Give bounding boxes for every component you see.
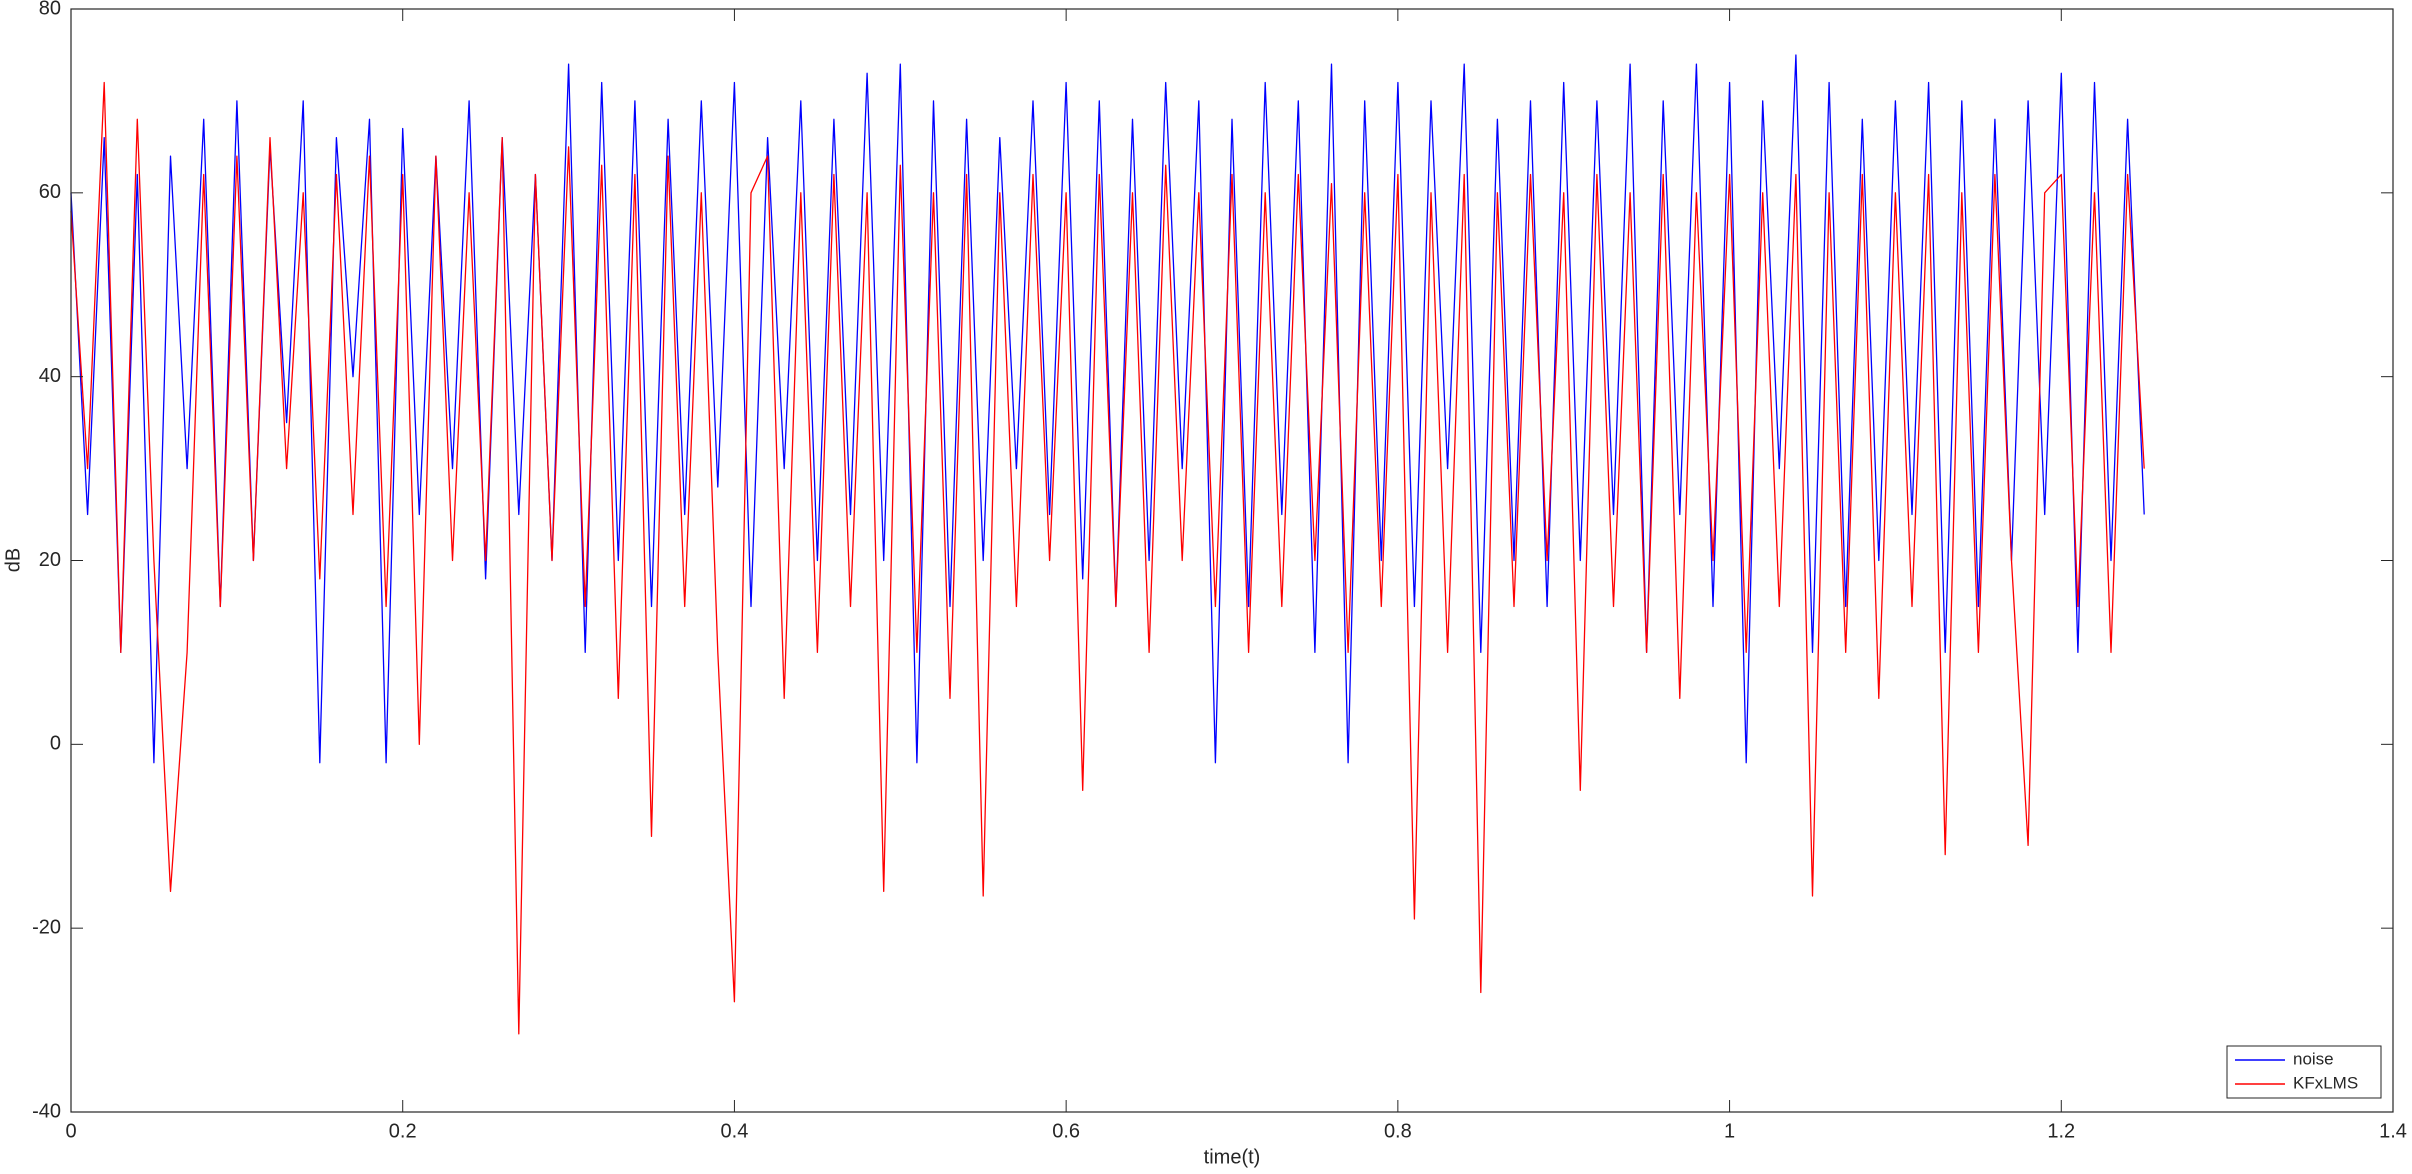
x-tick-label: 1.4 <box>2379 1120 2407 1142</box>
legend-box <box>2226 1045 2382 1099</box>
x-tick-label: 0.2 <box>389 1120 417 1142</box>
y-tick-label: -40 <box>32 1100 61 1122</box>
y-tick-label: -20 <box>32 916 61 938</box>
y-tick-label: 60 <box>39 181 61 203</box>
legend-label: noise <box>2293 1049 2334 1068</box>
x-tick-label: 0.4 <box>721 1120 749 1142</box>
data-line <box>70 54 2145 764</box>
x-tick-label: 0 <box>65 1120 76 1142</box>
y-tick-label: 80 <box>39 0 61 19</box>
y-tick-label: 0 <box>50 733 61 755</box>
x-tick-label: 1 <box>1724 1120 1735 1142</box>
y-tick-label: 40 <box>39 365 61 387</box>
y-axis-label: dB <box>2 548 24 572</box>
legend-label: KFxLMS <box>2293 1073 2358 1092</box>
data-line <box>70 81 2145 1035</box>
x-tick-label: 0.6 <box>1052 1120 1080 1142</box>
x-tick-label: 1.2 <box>2047 1120 2075 1142</box>
x-axis-label: time(t) <box>1204 1146 1261 1168</box>
x-tick-label: 0.8 <box>1384 1120 1412 1142</box>
y-tick-label: 20 <box>39 549 61 571</box>
